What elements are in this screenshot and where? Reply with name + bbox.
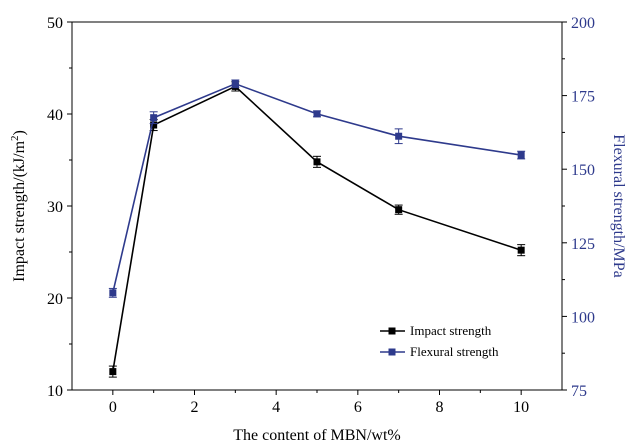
- left-axis-title: Impact strength/(kJ/m2): [9, 130, 28, 282]
- left-tick-label: 40: [47, 107, 63, 124]
- right-tick-label: 125: [571, 236, 595, 253]
- data-point-impact: [314, 158, 321, 165]
- data-point-flexural: [518, 152, 525, 159]
- left-axis-title-main: Impact strength/(kJ/m: [11, 140, 28, 281]
- left-tick-label: 20: [47, 291, 63, 308]
- legend-label-impact: Impact strength: [410, 323, 492, 338]
- data-point-impact: [518, 247, 525, 254]
- x-tick-label: 10: [513, 399, 529, 416]
- data-point-impact: [109, 368, 116, 375]
- right-tick-label: 75: [571, 383, 587, 400]
- x-axis-title: The content of MBN/wt%: [233, 427, 401, 444]
- right-tick-label: 200: [571, 15, 595, 32]
- left-axis-ticks: 10 20 30 40 50: [47, 15, 72, 400]
- right-axis-ticks: 75 100 125 150 175 200: [562, 15, 595, 400]
- legend-marker-flexural: [389, 349, 396, 356]
- x-tick-label: 0: [109, 399, 117, 416]
- x-tick-label: 4: [272, 399, 280, 416]
- data-point-flexural: [232, 80, 239, 87]
- left-tick-label: 10: [47, 383, 63, 400]
- right-axis-title: Flexural strength/MPa: [610, 134, 627, 278]
- data-point-impact: [395, 206, 402, 213]
- left-tick-label: 30: [47, 199, 63, 216]
- data-point-flexural: [314, 110, 321, 117]
- data-point-flexural: [109, 289, 116, 296]
- data-point-flexural: [150, 114, 157, 121]
- x-tick-label: 6: [354, 399, 362, 416]
- right-tick-label: 100: [571, 309, 595, 326]
- left-tick-label: 50: [47, 15, 63, 32]
- x-tick-label: 2: [191, 399, 199, 416]
- right-tick-label: 150: [571, 162, 595, 179]
- left-axis-title-end: ): [11, 130, 28, 135]
- legend-marker-impact: [389, 328, 396, 335]
- legend: Impact strength Flexural strength: [380, 323, 499, 359]
- right-tick-label: 175: [571, 89, 595, 106]
- data-point-flexural: [395, 133, 402, 140]
- x-axis-ticks: 0 2 4 6 8 10: [109, 390, 529, 416]
- x-tick-label: 8: [436, 399, 444, 416]
- legend-label-flexural: Flexural strength: [410, 344, 499, 359]
